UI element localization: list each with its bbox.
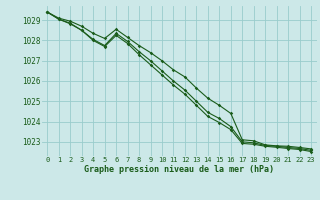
X-axis label: Graphe pression niveau de la mer (hPa): Graphe pression niveau de la mer (hPa) bbox=[84, 165, 274, 174]
